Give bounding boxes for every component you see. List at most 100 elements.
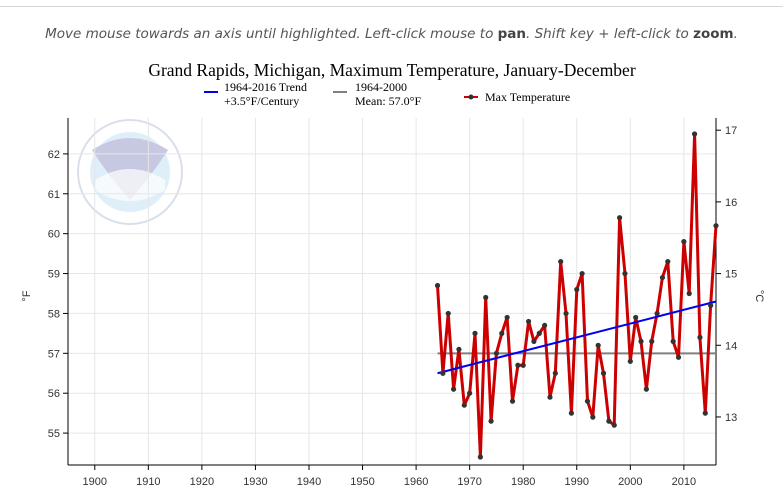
data-point[interactable] bbox=[611, 422, 617, 428]
trend-line bbox=[437, 300, 717, 375]
data-point[interactable] bbox=[504, 314, 510, 321]
data-point[interactable] bbox=[542, 322, 548, 329]
data-point[interactable] bbox=[595, 342, 601, 348]
y-tick-label: 62 bbox=[48, 149, 60, 161]
data-point[interactable] bbox=[440, 370, 446, 376]
data-point[interactable] bbox=[461, 402, 467, 408]
x-tick-label: 1940 bbox=[297, 476, 321, 488]
axes[interactable]: 1900 1910 1920 1930 1940 1950 1960 1970 1980 1990… bbox=[48, 118, 738, 488]
data-point[interactable] bbox=[483, 294, 489, 301]
data-point[interactable] bbox=[552, 370, 558, 376]
x-tick-label: 1900 bbox=[83, 476, 107, 488]
data-point[interactable] bbox=[654, 310, 660, 317]
x-tick-label: 1970 bbox=[457, 476, 481, 488]
data-point[interactable] bbox=[467, 390, 473, 396]
data-point[interactable] bbox=[525, 318, 532, 325]
data-point[interactable] bbox=[536, 330, 542, 336]
data-point[interactable] bbox=[547, 394, 553, 400]
data-point[interactable] bbox=[579, 270, 585, 277]
y-tick-label: 55 bbox=[48, 428, 60, 440]
pan-keyword: pan bbox=[497, 26, 527, 42]
data-point[interactable] bbox=[568, 410, 575, 416]
data-point[interactable] bbox=[665, 258, 671, 265]
y2-tick-label: 13 bbox=[725, 412, 737, 424]
x-tick-label: 2000 bbox=[618, 476, 642, 488]
legend: 1964-2016 Trend+3.5°F/Century 1964-2000Me… bbox=[204, 80, 570, 108]
data-point[interactable] bbox=[515, 362, 521, 368]
instructions-part1: Move mouse towards an axis until highlig… bbox=[45, 26, 494, 42]
y-tick-label: 61 bbox=[48, 189, 60, 201]
data-point[interactable] bbox=[681, 239, 687, 245]
data-point[interactable] bbox=[622, 270, 628, 277]
legend-sublabel: Mean: 57.0°F bbox=[355, 94, 421, 108]
y-tick-label: 57 bbox=[48, 348, 60, 360]
x-tick-label: 2010 bbox=[672, 476, 696, 488]
legend-label: 1964-2000 bbox=[355, 80, 407, 94]
x-tick-label: 1910 bbox=[136, 476, 160, 488]
x-tick-label: 1920 bbox=[190, 476, 214, 488]
data-point[interactable] bbox=[574, 286, 580, 293]
data-point[interactable] bbox=[675, 354, 682, 360]
data-point[interactable] bbox=[472, 330, 478, 336]
data-point[interactable] bbox=[493, 350, 500, 356]
data-point[interactable] bbox=[617, 215, 623, 221]
y2-tick-label: 17 bbox=[725, 125, 737, 137]
y2-tick-label: 15 bbox=[725, 269, 737, 281]
data-point[interactable] bbox=[509, 398, 516, 404]
legend-item-series: Max Temperature bbox=[464, 90, 570, 104]
legend-sublabel: +3.5°F/Century bbox=[224, 94, 299, 108]
data-point[interactable] bbox=[477, 454, 483, 460]
data-point[interactable] bbox=[590, 414, 596, 420]
y-tick-label: 60 bbox=[48, 229, 60, 241]
noaa-logo bbox=[77, 119, 183, 225]
y-tick-label: 59 bbox=[48, 269, 60, 281]
top-divider bbox=[0, 6, 783, 7]
data-point[interactable] bbox=[600, 370, 607, 376]
data-point[interactable] bbox=[606, 418, 612, 424]
data-point[interactable] bbox=[686, 290, 692, 297]
data-point[interactable] bbox=[627, 358, 633, 364]
data-point[interactable] bbox=[520, 362, 526, 368]
x-tick-label: 1950 bbox=[350, 476, 374, 488]
legend-item-trend: 1964-2016 Trend+3.5°F/Century bbox=[204, 80, 307, 108]
x-tick-label: 1990 bbox=[565, 476, 589, 488]
y-tick-label: 56 bbox=[48, 388, 60, 400]
chart-title: Grand Rapids, Michigan, Maximum Temperat… bbox=[148, 60, 635, 80]
data-point[interactable] bbox=[434, 282, 441, 289]
data-point[interactable] bbox=[649, 338, 655, 344]
data-point[interactable] bbox=[697, 334, 703, 340]
instructions-part2: . Shift key + left-click to bbox=[526, 26, 689, 42]
data-point[interactable] bbox=[643, 386, 649, 392]
data-point[interactable] bbox=[670, 338, 676, 344]
data-point[interactable] bbox=[445, 310, 451, 317]
legend-marker bbox=[468, 94, 474, 100]
instructions-part3: . bbox=[733, 26, 738, 42]
data-point[interactable] bbox=[691, 131, 698, 137]
data-point[interactable] bbox=[563, 310, 569, 317]
data-point[interactable] bbox=[488, 418, 494, 424]
data-point[interactable] bbox=[558, 258, 564, 265]
legend-label: 1964-2016 Trend bbox=[224, 80, 307, 94]
data-point[interactable] bbox=[659, 274, 666, 281]
y-axis-label: °F bbox=[21, 290, 33, 301]
x-tick-label: 1930 bbox=[243, 476, 267, 488]
legend-label: Max Temperature bbox=[485, 90, 570, 104]
data-point[interactable] bbox=[638, 338, 644, 344]
data-point[interactable] bbox=[450, 386, 457, 392]
data-point[interactable] bbox=[499, 330, 505, 336]
data-points[interactable] bbox=[434, 131, 719, 460]
data-point[interactable] bbox=[584, 398, 591, 404]
data-point[interactable] bbox=[456, 346, 462, 352]
zoom-keyword: zoom bbox=[693, 26, 734, 42]
y-tick-label: 58 bbox=[48, 308, 60, 320]
data-point[interactable] bbox=[531, 338, 537, 344]
data-point[interactable] bbox=[708, 302, 714, 309]
data-point[interactable] bbox=[633, 314, 639, 321]
x-tick-label: 1980 bbox=[511, 476, 535, 488]
data-point[interactable] bbox=[713, 223, 719, 229]
y2-tick-label: 16 bbox=[725, 197, 737, 209]
y2-tick-label: 14 bbox=[725, 340, 737, 352]
data-point[interactable] bbox=[702, 410, 708, 416]
